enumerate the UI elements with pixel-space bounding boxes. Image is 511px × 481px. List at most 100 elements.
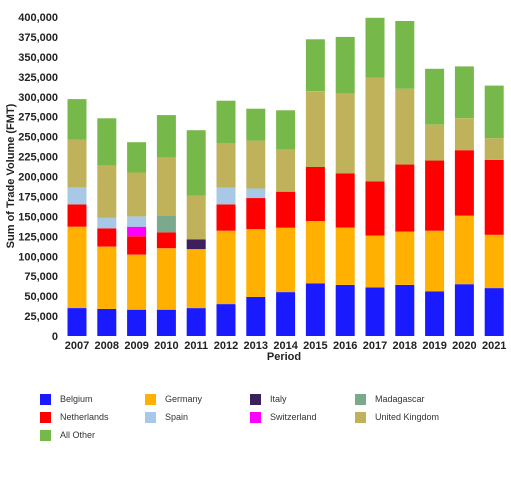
bar-segment-belgium-2017 <box>365 287 385 336</box>
bar-segment-united-kingdom-2019 <box>425 124 445 161</box>
bar-segment-netherlands-2010 <box>156 232 176 249</box>
legend-item: Spain <box>145 408 250 426</box>
legend-swatch <box>250 393 261 405</box>
legend-item: Italy <box>250 390 355 408</box>
bar-segment-spain-2009 <box>127 216 147 227</box>
bar-segment-belgium-2021 <box>484 288 504 336</box>
x-tick-label: 2018 <box>393 340 417 352</box>
bar-segment-all-other-2019 <box>425 68 445 125</box>
bar-segment-germany-2013 <box>246 229 266 297</box>
bar-segment-netherlands-2013 <box>246 198 266 230</box>
x-tick-label: 2013 <box>244 340 268 352</box>
x-tick-label: 2011 <box>184 340 208 352</box>
legend-swatch <box>355 393 366 405</box>
legend-swatch <box>145 411 156 423</box>
legend-label: Spain <box>165 412 189 422</box>
bar-segment-germany-2021 <box>484 234 504 289</box>
legend-item: All Other <box>40 426 145 444</box>
y-tick-label: 225,000 <box>18 152 58 164</box>
legend-label: Switzerland <box>270 412 317 422</box>
bar-segment-belgium-2008 <box>97 308 117 336</box>
legend-swatch <box>355 411 366 423</box>
bar-segment-all-other-2014 <box>276 110 296 150</box>
y-tick-label: 275,000 <box>18 112 58 124</box>
bar-segment-netherlands-2009 <box>127 236 147 255</box>
bar-segment-all-other-2021 <box>484 85 504 139</box>
legend-label: Belgium <box>60 394 93 404</box>
legend-label: Italy <box>270 394 287 404</box>
bar-segment-germany-2015 <box>305 221 325 284</box>
bar-stacks <box>67 17 504 336</box>
bar-segment-united-kingdom-2012 <box>216 143 236 188</box>
y-tick-label: 0 <box>52 331 58 343</box>
x-tick-label: 2020 <box>452 340 476 352</box>
legend-item: Madagascar <box>355 390 460 408</box>
bar-segment-spain-2008 <box>97 218 117 229</box>
bar-segment-belgium-2010 <box>156 309 176 336</box>
x-tick-label: 2016 <box>333 340 357 352</box>
stacked-bar-chart: 0 25,000 50,000 75,000 100,000 125,000 150,000… <box>5 12 507 363</box>
legend-label: Netherlands <box>60 412 109 422</box>
bar-segment-united-kingdom-2013 <box>246 140 266 189</box>
bar-segment-all-other-2009 <box>127 142 147 173</box>
legend-label: Germany <box>165 394 203 404</box>
x-tick-label: 2009 <box>124 340 148 352</box>
y-tick-label: 200,000 <box>18 172 58 184</box>
y-tick-label: 50,000 <box>24 291 58 303</box>
bar-segment-united-kingdom-2016 <box>335 93 355 174</box>
bar-segment-all-other-2017 <box>365 17 385 78</box>
x-tick-label: 2019 <box>422 340 446 352</box>
legend-row: All Other <box>40 426 500 444</box>
bar-segment-united-kingdom-2021 <box>484 138 504 160</box>
y-tick-label: 150,000 <box>18 211 58 223</box>
y-tick-label: 300,000 <box>18 92 58 104</box>
legend-label: United Kingdom <box>375 412 440 422</box>
bar-segment-united-kingdom-2007 <box>67 139 87 188</box>
bar-segment-germany-2019 <box>425 230 445 292</box>
bar-segment-netherlands-2007 <box>67 204 87 227</box>
bar-segment-belgium-2007 <box>67 308 87 336</box>
bar-segment-germany-2018 <box>395 231 415 285</box>
bar-segment-germany-2014 <box>276 227 296 293</box>
bar-segment-belgium-2012 <box>216 304 236 336</box>
x-tick-label: 2015 <box>303 340 327 352</box>
bar-segment-united-kingdom-2015 <box>305 91 325 167</box>
x-tick-label: 2007 <box>65 340 89 352</box>
bar-segment-germany-2009 <box>127 254 147 310</box>
legend-row: Belgium Germany Italy Madagascar <box>40 390 500 408</box>
y-tick-label: 250,000 <box>18 132 58 144</box>
bar-segment-belgium-2020 <box>454 284 474 336</box>
legend-swatch <box>145 393 156 405</box>
legend-swatch <box>250 411 261 423</box>
bar-segment-all-other-2011 <box>186 130 206 196</box>
x-tick-label: 2012 <box>214 340 238 352</box>
bar-segment-netherlands-2014 <box>276 191 296 228</box>
legend-label: All Other <box>60 430 96 440</box>
bar-segment-all-other-2016 <box>335 36 355 94</box>
x-tick-label: 2017 <box>363 340 387 352</box>
x-axis-title: Period <box>267 351 301 363</box>
bar-segment-germany-2012 <box>216 230 236 305</box>
bar-segment-united-kingdom-2017 <box>365 77 385 182</box>
legend-swatch <box>40 411 51 423</box>
bar-segment-belgium-2014 <box>276 292 296 336</box>
bar-segment-belgium-2016 <box>335 285 355 336</box>
y-tick-label: 350,000 <box>18 52 58 64</box>
bar-segment-belgium-2009 <box>127 309 147 336</box>
bar-segment-all-other-2018 <box>395 21 415 89</box>
y-axis: 0 25,000 50,000 75,000 100,000 125,000 150,000… <box>18 12 58 343</box>
x-axis: 2007 2008 2009 2010 2011 2012 2013 2014 2015 2016… <box>65 340 507 352</box>
bar-segment-netherlands-2015 <box>305 166 325 222</box>
bar-segment-united-kingdom-2018 <box>395 88 415 165</box>
y-tick-label: 75,000 <box>24 271 58 283</box>
chart-legend: Belgium Germany Italy Madagascar Netherlands… <box>40 390 500 444</box>
legend-item: Netherlands <box>40 408 145 426</box>
bar-segment-germany-2016 <box>335 227 355 285</box>
legend-swatch <box>40 393 51 405</box>
legend-item: United Kingdom <box>355 408 460 426</box>
bar-segment-spain-2013 <box>246 188 266 199</box>
bar-segment-all-other-2020 <box>454 66 474 119</box>
bar-segment-belgium-2015 <box>305 283 325 336</box>
bar-segment-all-other-2013 <box>246 108 266 141</box>
x-tick-label: 2014 <box>273 340 298 352</box>
